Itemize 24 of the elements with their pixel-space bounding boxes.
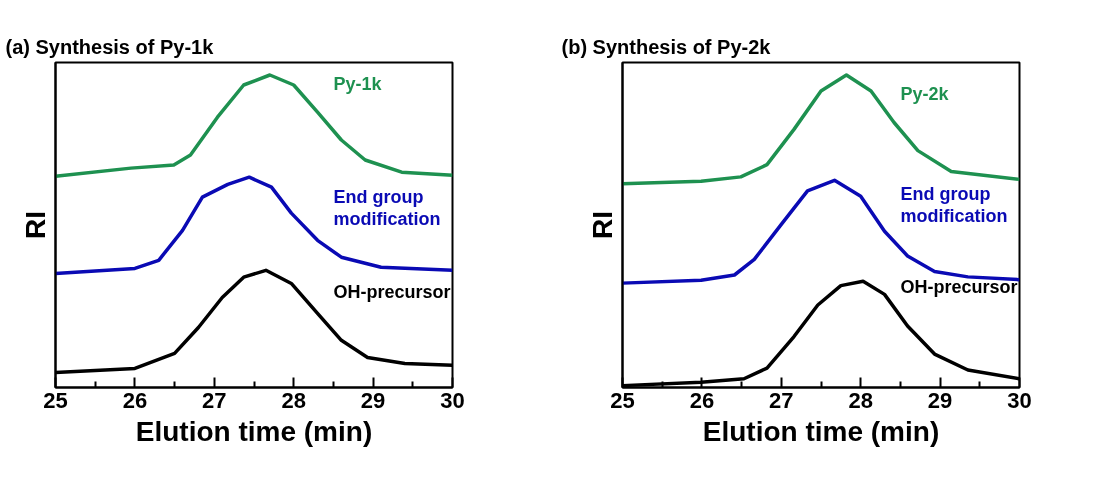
chart-title: (b) Synthesis of Py-2k [561,35,772,58]
x-tick-label: 27 [202,387,227,413]
x-tick-label: 25 [610,387,635,413]
x-tick-label: 30 [1007,387,1032,413]
x-axis-title: Elution time (min) [702,415,940,447]
series-label: End group modification [333,186,441,229]
y-axis-title: RI [19,211,51,239]
x-tick-label: 28 [281,387,306,413]
x-tick-label: 28 [848,387,873,413]
x-tick-label: 25 [43,387,68,413]
series-label: End group modification [900,184,1008,227]
series-label: Py-1k [333,74,383,95]
series-label: OH-precursor [333,281,451,302]
x-tick-label: 30 [440,387,465,413]
x-tick-label: 27 [769,387,794,413]
chart-title: (a) Synthesis of Py-1k [5,35,215,58]
series-label: OH-precursor [900,277,1018,298]
x-tick-label: 29 [927,387,953,413]
x-tick-label: 29 [360,387,386,413]
x-tick-label: 26 [122,387,148,413]
y-axis-title: RI [586,211,618,239]
x-tick-label: 26 [689,387,715,413]
x-axis-title: Elution time (min) [135,415,373,447]
series-label: Py-2k [900,84,950,105]
